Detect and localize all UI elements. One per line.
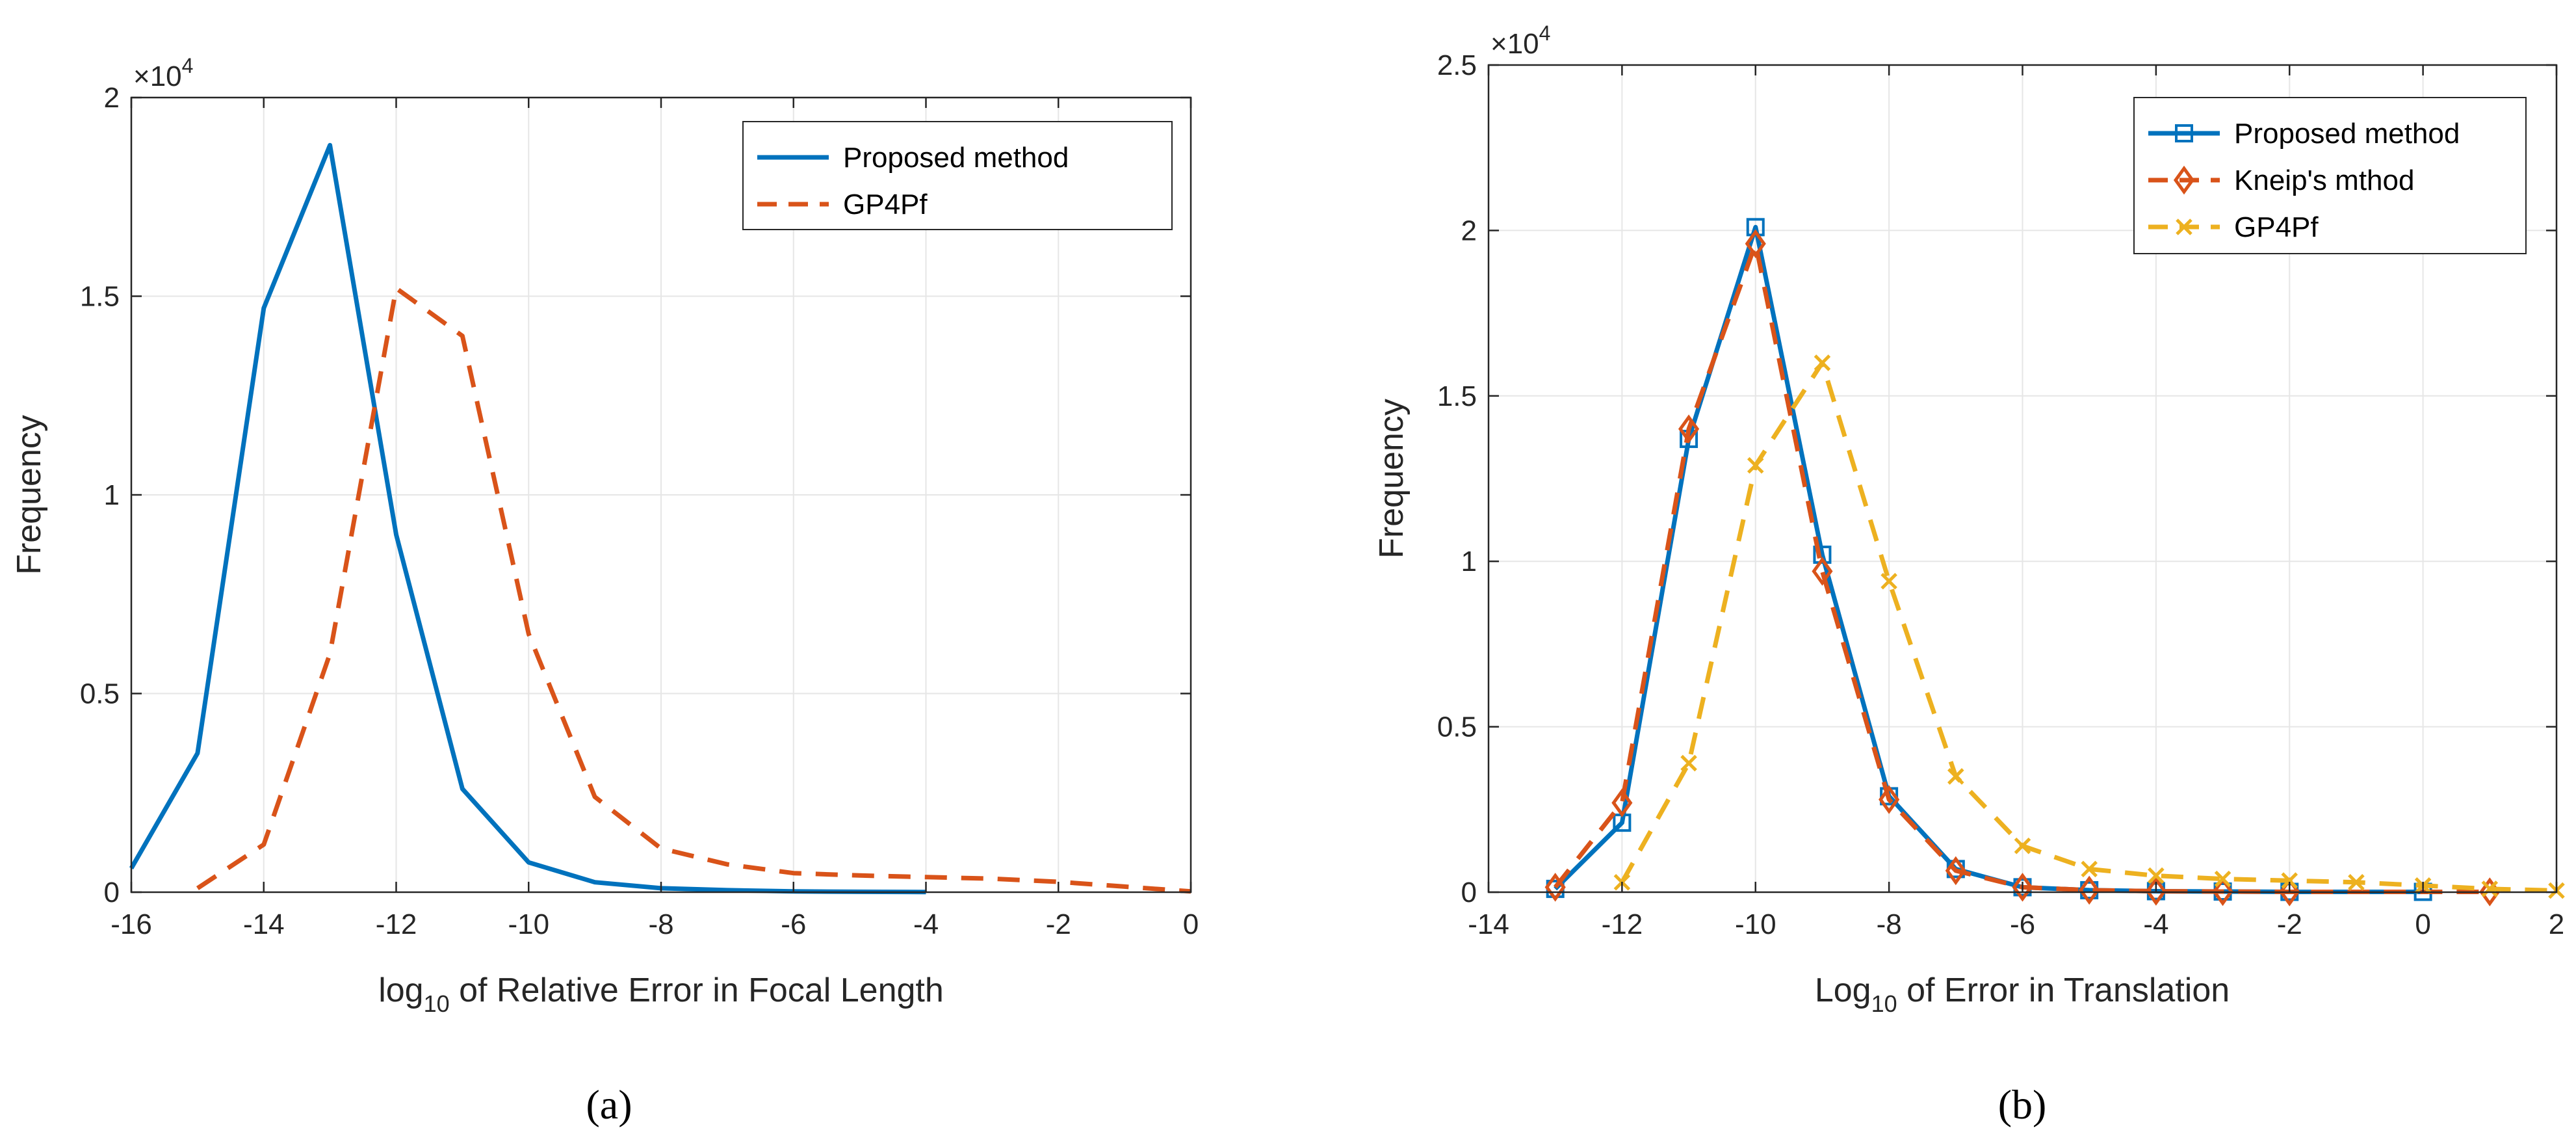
chart-b-y-multiplier: ×104 — [1490, 21, 1550, 60]
chart-a-x-tick-label: 0 — [1183, 908, 1199, 940]
chart-b-data-point-gp4pf — [1947, 768, 1964, 785]
chart-b-data-point-kneip-s-mthod — [1611, 788, 1633, 817]
chart-b-y-tick-label: 0.5 — [1437, 711, 1477, 743]
chart-b-data-point-kneip-s-mthod — [1945, 856, 1966, 886]
chart-b-data-point-kneip-s-mthod — [1544, 873, 1566, 902]
chart-a-x-tick-label: -6 — [781, 908, 806, 940]
chart-b-data-point-gp4pf — [1680, 754, 1697, 772]
chart-a-y-tick-label: 2 — [104, 82, 120, 114]
chart-b-data-point-kneip-s-mthod — [2012, 873, 2033, 902]
chart-a-legend-label-proposed-method: Proposed method — [843, 142, 1069, 174]
chart-a-legend-box — [742, 121, 1173, 230]
chart-b-x-tick-label: -12 — [1602, 908, 1643, 940]
chart-b-data-point-gp4pf — [2014, 838, 2031, 854]
chart-b: -14 -12 -10 -8 -6 -4 -2 0 2 0 0.5 1 1.5 2 2.5 ×104 Log… — [1373, 21, 2565, 1128]
chart-b-data-point-kneip-s-mthod — [2079, 875, 2100, 905]
chart-b-x-tick-label: -10 — [1735, 908, 1776, 940]
chart-b-legend-box — [2133, 97, 2527, 254]
chart-b-data-point-kneip-s-mthod — [1812, 557, 1833, 586]
chart-b-data-point-kneip-s-mthod — [2212, 877, 2233, 906]
chart-a: -16 -14 -12 -10 -8 -6 -4 -2 0 0 0.5 1 1.5 2 ×104 log1… — [10, 54, 1199, 1128]
chart-b-x-tick-label: 0 — [2415, 908, 2430, 940]
chart-a-x-tick-label: -12 — [376, 908, 417, 940]
chart-b-y-tick-label: 1.5 — [1437, 380, 1477, 412]
chart-b-data-point-kneip-s-mthod — [1879, 785, 1900, 814]
chart-a-legend-label-gp4pf: GP4Pf — [843, 189, 928, 220]
chart-a-x-tick-label: -16 — [111, 908, 152, 940]
chart-a-y-multiplier: ×104 — [133, 54, 193, 92]
chart-b-y-tick-label: 1 — [1461, 546, 1477, 577]
chart-b-y-axis-label: Frequency — [1373, 399, 1411, 559]
chart-b-data-point-gp4pf — [1814, 354, 1831, 371]
chart-a-x-tick-label: -14 — [243, 908, 285, 940]
chart-b-x-tick-label: 2 — [2549, 908, 2564, 940]
chart-b-data-point-gp4pf — [2214, 870, 2231, 888]
chart-b-legend-label-kneip-s-mthod: Kneip's mthod — [2234, 165, 2414, 196]
chart-b-data-point-proposed-method — [1746, 218, 1765, 237]
chart-a-x-tick-label: -4 — [913, 908, 939, 940]
chart-b-ticks: -14 -12 -10 -8 -6 -4 -2 0 2 0 0.5 1 1.5 2 2.5 — [1437, 49, 2564, 940]
chart-a-ticks: -16 -14 -12 -10 -8 -6 -4 -2 0 0 0.5 1 1.5 2 — [80, 82, 1199, 940]
chart-b-caption: (b) — [1998, 1081, 2047, 1128]
chart-a-y-tick-label: 0.5 — [80, 678, 120, 710]
chart-a-x-tick-label: -10 — [508, 908, 549, 940]
chart-b-data-point-proposed-method — [1813, 546, 1832, 564]
chart-b-data-point-kneip-s-mthod — [2145, 877, 2166, 906]
chart-b-data-point-gp4pf — [2348, 873, 2365, 891]
chart-b-data-point-gp4pf — [2081, 860, 2098, 878]
chart-a-x-axis-label: log10 of Relative Error in Focal Length — [378, 972, 944, 1017]
chart-b-data-point-gp4pf — [2148, 867, 2165, 884]
chart-b-x-tick-label: -2 — [2277, 908, 2302, 940]
chart-a-y-axis-label: Frequency — [10, 415, 48, 575]
chart-b-data-point-gp4pf — [1747, 457, 1764, 474]
chart-b-x-tick-label: -8 — [1877, 908, 1902, 940]
chart-a-y-tick-label: 1.5 — [80, 281, 120, 313]
chart-a-y-tick-label: 1 — [104, 479, 120, 511]
chart-b-data-point-gp4pf — [2281, 872, 2298, 889]
chart-b-x-tick-label: -4 — [2143, 908, 2168, 940]
chart-a-legend: Proposed method GP4Pf — [742, 121, 1173, 230]
chart-b-legend-marker-kneip-s-mthod — [2173, 165, 2195, 195]
chart-b-legend-marker-gp4pf — [2176, 218, 2192, 235]
chart-b-data-point-gp4pf — [1880, 572, 1897, 590]
chart-b-legend-label-proposed-method: Proposed method — [2234, 118, 2460, 150]
chart-a-y-tick-label: 0 — [104, 877, 120, 908]
chart-b-x-tick-label: -14 — [1468, 908, 1509, 940]
chart-b-legend-label-gp4pf: GP4Pf — [2234, 211, 2319, 243]
chart-b-data-point-gp4pf — [2481, 880, 2499, 897]
chart-b-legend: Proposed method Kneip's mthod GP4Pf — [2133, 97, 2527, 254]
chart-b-y-tick-label: 2.5 — [1437, 49, 1477, 81]
chart-a-x-tick-label: -8 — [648, 908, 673, 940]
chart-b-legend-marker-proposed-method — [2175, 124, 2193, 142]
chart-a-caption: (a) — [586, 1081, 632, 1128]
chart-a-x-tick-label: -2 — [1046, 908, 1071, 940]
chart-b-data-point-kneip-s-mthod — [1678, 414, 1700, 443]
chart-b-data-point-kneip-s-mthod — [1745, 229, 1766, 259]
chart-b-y-tick-label: 2 — [1461, 215, 1477, 246]
chart-b-y-tick-label: 0 — [1461, 877, 1477, 908]
chart-b-x-axis-label: Log10 of Error in Translation — [1815, 972, 2230, 1017]
chart-b-x-tick-label: -6 — [2010, 908, 2035, 940]
